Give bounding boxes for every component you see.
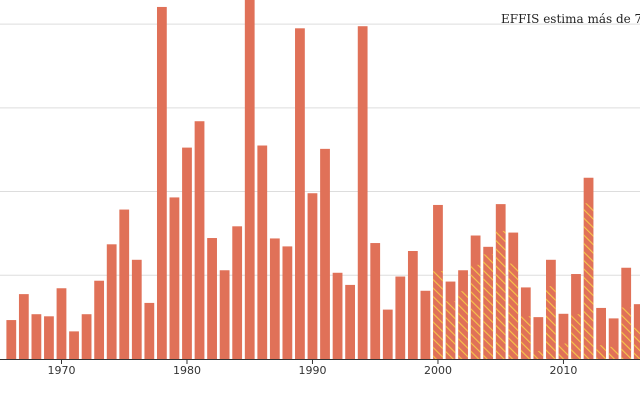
bar xyxy=(382,309,393,359)
bar xyxy=(6,320,17,359)
bar xyxy=(207,238,217,359)
bar xyxy=(194,121,205,359)
bar xyxy=(257,145,268,359)
hatched-bar xyxy=(533,351,544,359)
bar xyxy=(345,284,356,359)
hatched-bar xyxy=(520,316,531,359)
x-tick-label: 1990 xyxy=(298,364,326,377)
hatched-bar xyxy=(633,327,640,359)
bar xyxy=(295,28,305,359)
hatched-bar xyxy=(433,271,443,359)
bar xyxy=(244,0,255,360)
hatched-bars xyxy=(433,203,640,359)
hatched-bar xyxy=(495,230,506,359)
hatched-bar xyxy=(621,307,632,359)
bar xyxy=(131,259,142,359)
bar xyxy=(370,243,381,359)
bar xyxy=(407,251,418,359)
hatched-bar xyxy=(546,286,556,359)
bar xyxy=(144,302,155,359)
bar xyxy=(18,294,29,359)
bar xyxy=(596,307,606,359)
hatched-bar xyxy=(583,203,594,359)
hatched-bar xyxy=(445,301,456,359)
bar xyxy=(94,280,105,359)
hatched-bar xyxy=(470,264,481,359)
bar xyxy=(420,290,431,359)
hatched-bar xyxy=(458,291,468,359)
bar xyxy=(219,270,230,359)
bar xyxy=(69,331,79,359)
bar xyxy=(56,288,67,359)
hatched-bar xyxy=(483,254,494,359)
x-tick-label: 2000 xyxy=(424,364,452,377)
x-tick-label: 2010 xyxy=(549,364,577,377)
x-tick-label: 1970 xyxy=(47,364,75,377)
bar xyxy=(269,238,280,359)
bar xyxy=(119,209,130,359)
hatched-bar xyxy=(558,343,569,359)
bar xyxy=(44,316,54,359)
bar xyxy=(282,246,293,359)
bar xyxy=(307,193,318,359)
bar xyxy=(106,244,117,359)
bar xyxy=(395,276,406,359)
bar xyxy=(533,317,544,359)
bars xyxy=(6,0,640,360)
hatched-bar xyxy=(508,263,519,359)
bar xyxy=(357,26,368,360)
bar xyxy=(156,6,167,359)
annotation-text: EFFIS estima más de 74.000 xyxy=(501,12,640,26)
hatched-bar xyxy=(571,314,581,359)
bar xyxy=(31,314,42,359)
bar xyxy=(81,314,92,359)
bar xyxy=(182,147,192,359)
gridlines xyxy=(0,23,640,276)
bar xyxy=(169,197,180,359)
x-tick-label: 1980 xyxy=(173,364,201,377)
hatched-bar xyxy=(608,346,619,359)
bar xyxy=(232,226,243,359)
bar xyxy=(320,148,330,359)
bar xyxy=(332,272,343,359)
x-axis-ticks: 1970 1980 1990 2000 2010 xyxy=(47,359,577,377)
bar xyxy=(558,313,569,359)
hatched-bar xyxy=(596,345,606,359)
bar xyxy=(608,318,619,359)
